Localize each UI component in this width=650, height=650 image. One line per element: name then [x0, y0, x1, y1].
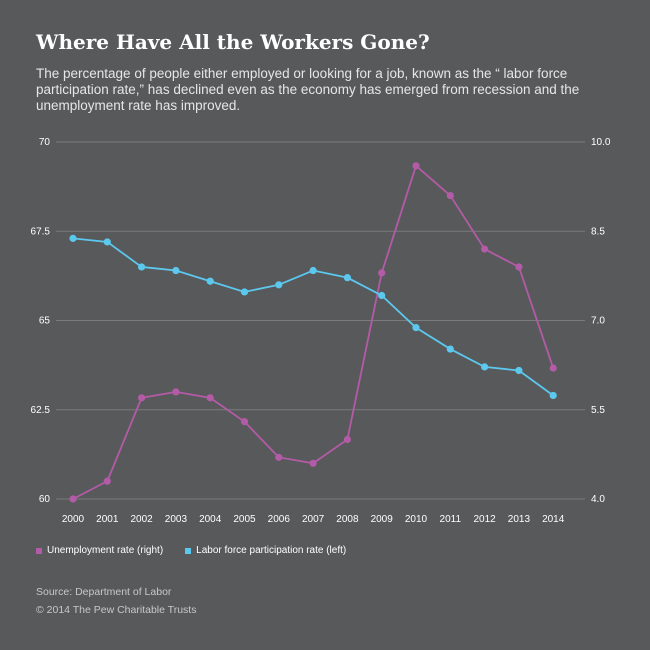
data-point-participation: [275, 281, 283, 289]
x-axis-tick-label: 2003: [165, 514, 188, 525]
data-point-unemployment: [172, 388, 180, 396]
copyright-note: © 2014 The Pew Charitable Trusts: [36, 604, 197, 616]
series-line-participation: [72, 237, 554, 397]
data-point-participation: [240, 288, 249, 296]
data-point-participation: [446, 345, 454, 353]
data-point-participation: [309, 266, 317, 275]
grid-lines: [56, 141, 585, 500]
data-point-unemployment: [309, 459, 317, 467]
source-note: Source: Department of Labor: [36, 586, 172, 598]
data-point-participation: [412, 324, 420, 332]
x-axis-tick-label: 2005: [233, 514, 256, 525]
data-point-unemployment: [275, 453, 283, 461]
data-point-unemployment: [481, 245, 489, 253]
legend-label-participation: Labor force participation rate (left): [196, 545, 347, 556]
legend-swatch-unemployment: [36, 547, 42, 554]
left-axis-tick-label: 70: [39, 137, 51, 148]
right-axis-tick-label: 7.0: [591, 316, 605, 327]
x-axis-tick-label: 2008: [336, 514, 359, 525]
data-point-participation: [378, 291, 386, 300]
left-axis-tick-label: 67.5: [31, 226, 51, 237]
data-point-unemployment: [240, 418, 249, 426]
data-point-participation: [172, 266, 180, 275]
x-axis-tick-label: 2011: [440, 514, 462, 525]
x-axis-tick-label: 2001: [96, 514, 119, 525]
legend-item-participation: Labor force participation rate (left): [185, 545, 346, 556]
data-point-participation: [515, 366, 523, 375]
x-axis-tick-label: 2004: [199, 514, 222, 525]
x-axis-tick-label: 2014: [542, 514, 565, 525]
right-axis-tick-label: 5.5: [591, 405, 605, 416]
x-axis-ticks: 2000 2001 2002 2003 2004 2005 2006 2007 2008 2009…: [62, 514, 565, 525]
data-point-participation: [69, 234, 77, 242]
data-point-participation: [343, 274, 351, 282]
data-point-unemployment: [378, 269, 386, 277]
x-axis-tick-label: 2013: [508, 514, 531, 525]
legend-item-unemployment: Unemployment rate (right): [36, 545, 163, 556]
chart-subtitle: The percentage of people either employed…: [36, 66, 580, 113]
legend: Unemployment rate (right) Labor force pa…: [36, 545, 346, 556]
x-axis-tick-label: 2000: [62, 514, 85, 525]
data-point-unemployment: [103, 477, 111, 485]
left-axis-tick-label: 62.5: [31, 405, 51, 416]
legend-label-unemployment: Unemployment rate (right): [47, 545, 164, 556]
data-point-unemployment: [343, 435, 351, 444]
data-point-unemployment: [69, 495, 77, 503]
left-axis-tick-label: 65: [39, 316, 51, 327]
left-axis-tick-label: 60: [39, 494, 51, 505]
series-points: [69, 162, 557, 503]
right-axis-tick-label: 8.5: [591, 226, 605, 237]
right-axis-tick-label: 4.0: [591, 494, 605, 505]
x-axis-tick-label: 2012: [473, 514, 496, 525]
right-axis-ticks: 4.0 5.5 7.0 8.5 10.0: [591, 137, 611, 505]
x-axis-tick-label: 2002: [130, 514, 153, 525]
right-axis-tick-label: 10.0: [591, 137, 611, 148]
x-axis-tick-label: 2009: [371, 514, 394, 525]
x-axis-tick-label: 2006: [268, 514, 291, 525]
chart-title: Where Have All the Workers Gone?: [36, 30, 430, 54]
data-point-participation: [103, 238, 111, 246]
data-point-unemployment: [549, 364, 557, 372]
data-point-participation: [481, 363, 489, 371]
x-axis-tick-label: 2007: [302, 514, 325, 525]
data-point-unemployment: [138, 394, 146, 402]
left-axis-ticks: 60 62.5 65 67.5 70: [31, 137, 51, 505]
data-point-unemployment: [412, 162, 420, 170]
data-point-unemployment: [515, 263, 523, 271]
legend-swatch-participation: [185, 547, 192, 554]
x-axis-tick-label: 2010: [405, 514, 428, 525]
data-point-participation: [549, 391, 557, 400]
series-lines: [72, 164, 555, 500]
data-point-participation: [206, 277, 214, 285]
series-line-unemployment: [72, 164, 555, 500]
data-point-unemployment: [446, 191, 454, 200]
data-point-unemployment: [206, 394, 214, 402]
data-point-participation: [138, 263, 146, 271]
